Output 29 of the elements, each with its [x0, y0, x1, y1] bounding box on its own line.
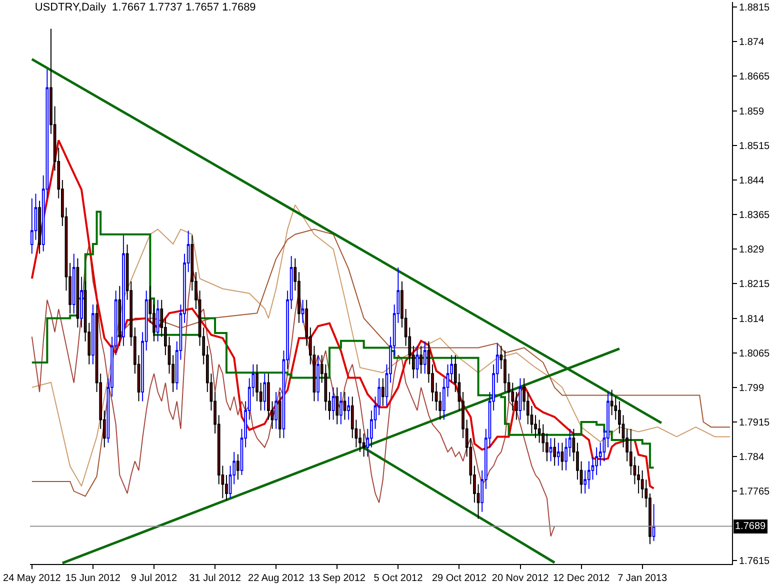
x-tick-label: 13 Sep 2012	[308, 573, 366, 584]
y-tick-label: 1.8365	[739, 210, 770, 222]
x-tick-label: 24 May 2012	[2, 573, 62, 584]
y-tick-label: 1.7615	[739, 556, 770, 567]
y-tick-label: 1.7915	[739, 418, 770, 428]
y-tick-label: 1.859	[739, 106, 764, 118]
x-tick-label: 12 Dec 2012	[552, 573, 610, 584]
y-tick-label: 1.8065	[739, 348, 770, 360]
x-tick-label: 20 Nov 2012	[492, 573, 550, 584]
x-tick-label: 5 Oct 2012	[374, 573, 424, 584]
y-tick-label: 1.829	[739, 244, 764, 256]
y-tick-label: 1.784	[739, 452, 764, 464]
ref-line-label: 1.7689	[735, 521, 766, 532]
x-tick-label: 29 Oct 2012	[432, 573, 487, 584]
y-tick-label: 1.874	[739, 37, 764, 48]
y-tick-label: 1.814	[739, 314, 764, 325]
y-tick-label: 1.8665	[739, 72, 770, 83]
y-tick-label: 1.799	[739, 382, 764, 394]
y-tick-label: 1.844	[739, 175, 764, 186]
x-tick-label: 22 Aug 2012	[248, 573, 305, 584]
x-tick-label: 31 Jul 2012	[189, 573, 242, 584]
y-tick-label: 1.8215	[739, 279, 770, 290]
y-tick-label: 1.7765	[739, 486, 770, 498]
x-tick-label: 7 Jan 2013	[618, 573, 668, 584]
x-tick-label: 9 Jul 2012	[130, 573, 178, 584]
y-tick-label: 1.8815	[739, 2, 770, 14]
x-tick-label: 15 Jun 2012	[65, 573, 121, 584]
chart-title: USDTRY,Daily 1.7667 1.7737 1.7657 1.7689	[34, 2, 256, 14]
y-tick-label: 1.8515	[739, 140, 770, 152]
